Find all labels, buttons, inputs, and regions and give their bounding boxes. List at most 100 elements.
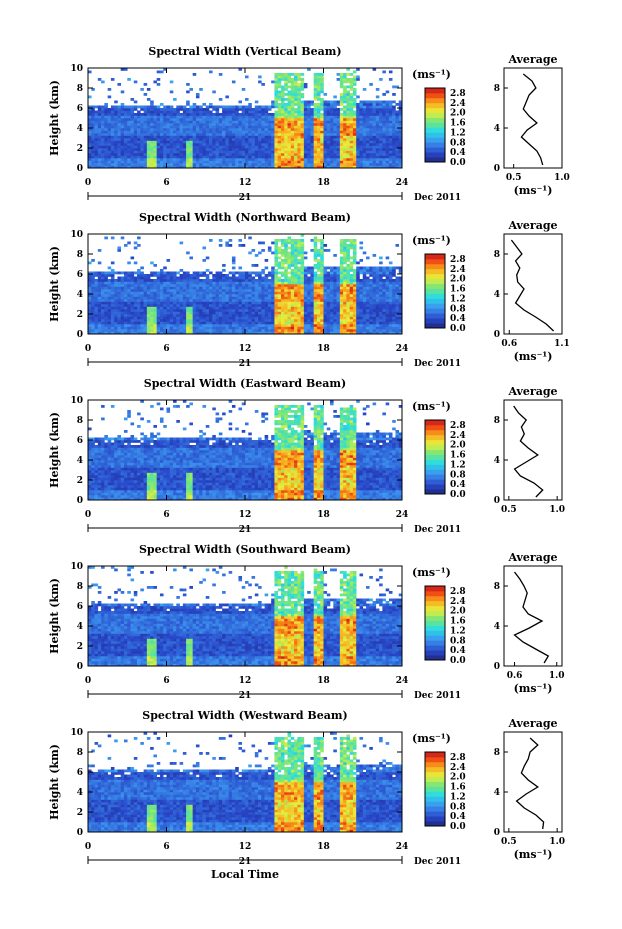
heatmap-cell [294, 115, 298, 119]
heatmap-cell [179, 118, 184, 121]
heatmap-cell [385, 115, 390, 119]
heatmap-cell [159, 281, 164, 285]
heatmap-cell [104, 321, 108, 325]
heatmap-cell [163, 68, 167, 71]
heatmap-cell [94, 125, 99, 129]
heatmap-cell [146, 301, 151, 305]
heatmap-cell [264, 150, 269, 154]
heatmap-cell [313, 236, 318, 240]
heatmap-cell [107, 279, 112, 282]
heatmap-cell [352, 145, 357, 149]
heatmap-cell [169, 145, 174, 149]
heatmap-cell [146, 153, 151, 156]
heatmap-cell [189, 329, 193, 332]
heatmap-cell [192, 309, 197, 312]
heatmap-cell [284, 246, 288, 250]
heatmap-cell [333, 314, 337, 317]
heatmap-cell [303, 319, 308, 322]
heatmap-cell [133, 130, 138, 134]
heatmap-cell [336, 110, 341, 114]
heatmap-cell [294, 98, 298, 101]
heatmap-cell [114, 284, 118, 287]
heatmap-cell [254, 163, 259, 166]
heatmap-cell [392, 128, 396, 131]
colorbar-segment [425, 112, 445, 118]
heatmap-cell [159, 326, 164, 330]
heatmap-cell [159, 309, 164, 312]
heatmap-cell [179, 148, 184, 151]
heatmap-cell [140, 143, 144, 146]
profile-y-tick-label: 0 [494, 164, 500, 174]
heatmap-cell [258, 160, 262, 164]
heatmap-cell [287, 279, 292, 282]
heatmap-cell [379, 150, 383, 154]
heatmap-cell [241, 301, 246, 305]
heatmap-cell [107, 110, 112, 114]
heatmap-cell [133, 80, 138, 84]
heatmap-cell [114, 150, 118, 154]
heatmap-cell [114, 306, 118, 310]
heatmap-cell [169, 128, 174, 131]
heatmap-cell [369, 123, 373, 126]
heatmap-cell [254, 284, 259, 287]
heatmap-cell [173, 120, 177, 124]
heatmap-cell [379, 113, 383, 116]
heatmap-cell [330, 145, 334, 149]
heatmap-cell [267, 281, 272, 285]
heatmap-cell [238, 145, 243, 149]
heatmap-cell [339, 326, 344, 330]
heatmap-cell [228, 276, 233, 280]
heatmap-cell [91, 314, 95, 317]
heatmap-cell [313, 309, 318, 312]
heatmap-cell [261, 148, 265, 151]
heatmap-cell [343, 286, 347, 290]
heatmap-cell [290, 301, 295, 305]
heatmap-cell [222, 326, 226, 330]
heatmap-cell [313, 246, 318, 250]
heatmap-cell [137, 165, 141, 169]
heatmap-cell [274, 261, 279, 265]
heatmap-cell [215, 326, 220, 330]
heatmap-cell [313, 130, 318, 134]
heatmap-cell [392, 138, 396, 141]
heatmap-cell [245, 314, 249, 317]
heatmap-cell [290, 83, 295, 86]
heatmap-cell [179, 108, 184, 111]
heatmap-cell [284, 271, 288, 275]
heatmap-cell [130, 138, 135, 141]
heatmap-cell [150, 150, 154, 154]
heatmap-cell [330, 299, 334, 302]
heatmap-cell [307, 306, 311, 310]
heatmap-cell [326, 165, 331, 169]
heatmap-cell [290, 286, 295, 290]
heatmap-cell [254, 289, 259, 292]
heatmap-cell [294, 299, 298, 302]
heatmap-cell [117, 110, 122, 114]
heatmap-cell [261, 105, 265, 109]
heatmap-cell [356, 160, 360, 164]
heatmap-cell [101, 148, 105, 151]
heatmap-cell [88, 329, 92, 332]
heatmap-cell [97, 108, 102, 111]
heatmap-cell [359, 115, 364, 119]
heatmap-cell [192, 140, 197, 144]
heatmap-cell [231, 329, 236, 332]
heatmap-cell [375, 88, 380, 91]
heatmap-cell [339, 314, 344, 317]
heatmap-cell [173, 138, 177, 141]
heatmap-cell [284, 289, 288, 292]
heatmap-cell [94, 158, 99, 161]
heatmap-cell [146, 135, 151, 139]
heatmap-cell [271, 299, 275, 302]
heatmap-cell [320, 108, 324, 111]
heatmap-cell [159, 103, 164, 106]
heatmap-cell [330, 130, 334, 134]
heatmap-cell [169, 143, 174, 146]
heatmap-cell [300, 88, 305, 91]
heatmap-cell [336, 329, 341, 332]
heatmap-cell [189, 105, 193, 109]
heatmap-cell [379, 133, 383, 136]
heatmap-cell [359, 113, 364, 116]
heatmap-cell [209, 148, 213, 151]
heatmap-cell [166, 304, 171, 307]
